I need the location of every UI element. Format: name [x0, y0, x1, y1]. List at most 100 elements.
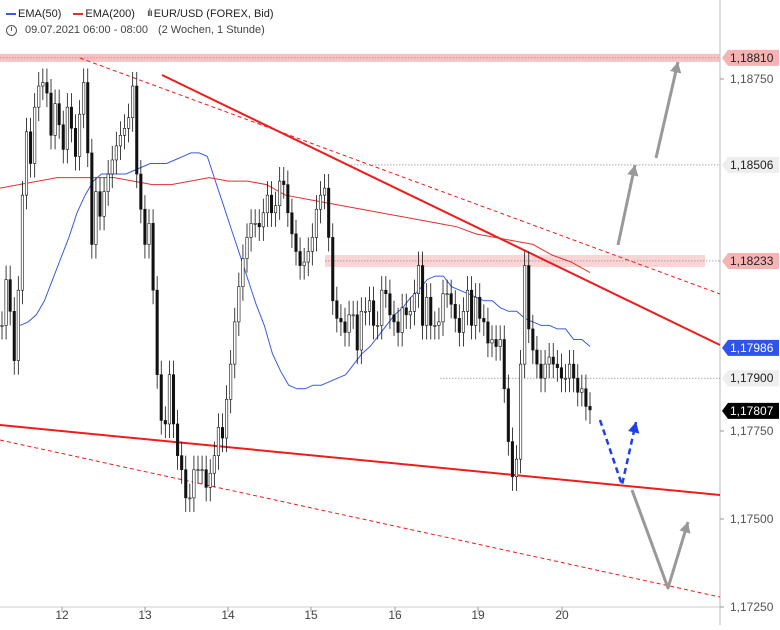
candle-body — [437, 321, 441, 326]
candle-body — [45, 82, 49, 94]
projection-arrow-down-up-head — [679, 522, 691, 534]
candle-body — [33, 106, 37, 164]
candle-body — [204, 469, 208, 488]
candle-body — [478, 296, 482, 319]
y-tick-label: 1,17250 — [730, 600, 774, 614]
projection-arrow-top — [654, 61, 680, 159]
candle-body — [286, 184, 290, 214]
candle-body — [486, 321, 490, 344]
candle-body — [176, 423, 180, 456]
scenario-arrow-blue-head — [628, 422, 640, 434]
candle-body — [539, 363, 543, 379]
candle-body — [4, 279, 8, 326]
candle-body — [143, 208, 147, 245]
candle-body — [396, 321, 400, 333]
price-level-tick[interactable]: 1,18750 — [720, 72, 774, 86]
candle-body — [502, 339, 506, 390]
candle-body — [404, 307, 408, 316]
candle-body — [429, 296, 433, 326]
candle-body — [167, 374, 171, 425]
candle-body — [163, 420, 167, 425]
candle-body — [384, 289, 388, 295]
price-level-ema50[interactable]: 1,17986 — [722, 339, 779, 356]
grid-layer — [0, 0, 721, 625]
candle-body — [347, 314, 351, 333]
instrument-label: EUR/USD (FOREX, Bid) — [153, 8, 274, 20]
candle-body — [494, 339, 498, 347]
candle-body — [294, 233, 298, 252]
ema200-swatch — [73, 13, 84, 15]
projection-arrow-mid-head — [627, 165, 639, 177]
candle-body — [98, 191, 102, 217]
price-level-tick[interactable]: 1,17500 — [720, 512, 774, 526]
candle-body — [555, 363, 559, 368]
candle-body — [363, 311, 367, 313]
candle-body — [576, 377, 580, 393]
candle-body — [519, 363, 523, 460]
price-level-resistance-zone[interactable]: 1,18233 — [722, 252, 779, 269]
candle-body — [212, 455, 216, 474]
y-tick-label: 1,17986 — [730, 341, 774, 355]
candle-body — [245, 237, 249, 259]
candle-body — [376, 325, 380, 327]
candles-layer — [0, 68, 592, 512]
projection-arrow-top-head — [670, 62, 682, 74]
price-level-last-price[interactable]: 1,17807 — [722, 402, 779, 419]
ema-layer — [0, 152, 591, 390]
candle-body — [49, 92, 53, 136]
price-level-support[interactable]: 1,17900 — [722, 370, 779, 387]
candle-body — [253, 223, 257, 225]
candle-body — [510, 441, 514, 478]
candle-body — [122, 127, 127, 136]
candle-body — [269, 194, 274, 214]
candle-body — [188, 497, 192, 500]
trendlines-layer — [0, 57, 721, 598]
candle-body — [367, 300, 372, 312]
price-box — [722, 339, 779, 356]
candle-body — [327, 187, 331, 238]
candle-body — [392, 314, 396, 323]
candle-body — [118, 135, 122, 147]
candle-body — [449, 293, 453, 305]
candle-body — [408, 311, 412, 316]
candle-body — [12, 311, 16, 361]
candle-body — [241, 258, 245, 287]
y-tick-label: 1,18750 — [730, 72, 774, 86]
candle-body — [208, 472, 212, 488]
candle-body — [474, 296, 478, 326]
y-tick-label: 1,18810 — [730, 51, 774, 65]
candle-body — [335, 300, 339, 319]
candle-body — [180, 455, 184, 471]
legend-row-time: 09.07.2021 06:00 - 08:00 (2 Wochen, 1 St… — [6, 22, 282, 38]
candle-body — [355, 314, 359, 351]
candle-body — [331, 237, 335, 302]
candle-body — [147, 223, 151, 245]
price-level-tick[interactable]: 1,17750 — [720, 424, 774, 438]
price-box — [722, 252, 779, 269]
candle-body — [16, 289, 20, 361]
candle-body — [73, 127, 78, 157]
y-tick-label: 1,17500 — [730, 512, 774, 526]
price-level-level[interactable]: 1,18506 — [722, 156, 779, 173]
legend-ema50[interactable]: EMA(50) — [6, 6, 61, 22]
x-tick-label: 13 — [138, 608, 152, 622]
candle-body — [425, 296, 429, 326]
price-level-resistance-zone[interactable]: 1,18810 — [722, 49, 779, 66]
candle-body — [249, 223, 253, 238]
axis-layer: 12 13 14 15 16 19 20 1,18810 1,18750 1,18506 1,182… — [55, 49, 779, 622]
candle-body — [171, 374, 176, 425]
y-tick-label: 1,17807 — [730, 404, 774, 418]
candle-body — [527, 265, 531, 330]
price-level-tick[interactable]: 1,17250 — [720, 600, 774, 614]
candle-body — [563, 377, 568, 380]
range-info: (2 Wochen, 1 Stunde) — [157, 24, 265, 36]
price-box — [722, 156, 779, 173]
legend-ema200[interactable]: EMA(200) — [73, 6, 135, 22]
upper-channel-dashed — [79, 57, 721, 295]
candle-body — [482, 318, 486, 323]
candle-body — [380, 289, 384, 326]
candle-body — [82, 82, 86, 115]
x-tick-label: 12 — [55, 608, 69, 622]
